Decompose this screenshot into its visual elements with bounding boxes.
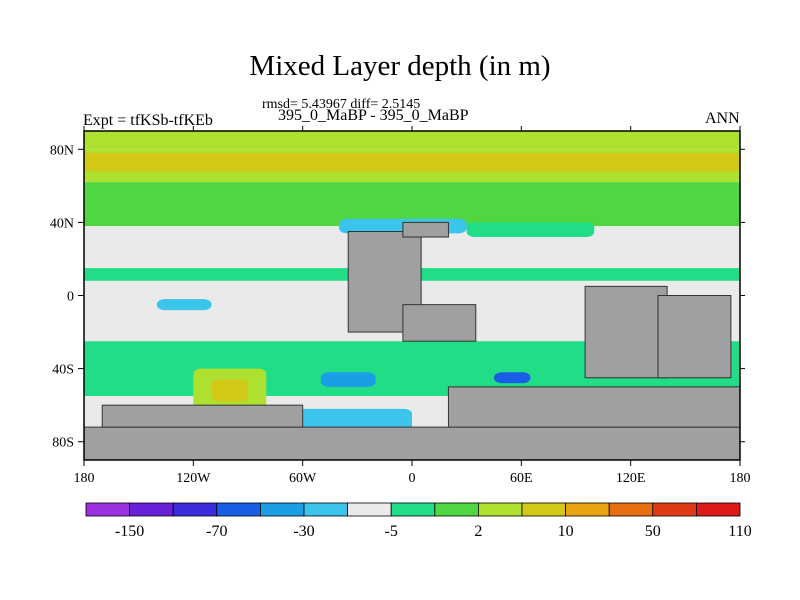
- colorbar-box-10: [521, 502, 566, 517]
- field-layer: [84, 131, 740, 460]
- blob-5: [320, 372, 376, 387]
- field-band-0: [84, 131, 740, 150]
- colorbar-label-6: 50: [645, 523, 661, 540]
- x-tick-label-0: 180: [74, 471, 95, 486]
- field-band-2: [84, 182, 740, 216]
- blob-6: [494, 372, 531, 384]
- land-17: [584, 285, 668, 379]
- blob-8: [211, 379, 248, 402]
- x-axis: 180 120W 60W 0 60E 120E 180: [74, 126, 751, 486]
- colorbar-label-1: -70: [206, 523, 227, 540]
- y-tick-label-1: 40S: [52, 363, 74, 378]
- colorbar-box-4: [259, 502, 305, 517]
- land-14: [447, 386, 740, 428]
- x-tick-label-3: 0: [409, 471, 416, 486]
- experiment-label: Expt = tfKSb-tfKEb: [83, 112, 213, 129]
- blob-4: [156, 299, 212, 311]
- colorbar-box-7: [390, 502, 436, 517]
- chart-stats: rmsd= 5.43967 diff= 2.5145: [262, 97, 421, 112]
- colorbar-box-1: [129, 502, 174, 517]
- colorbar-box-3: [216, 502, 261, 517]
- colorbar: -150 -70 -30 -5 2 10 50 110: [85, 502, 752, 540]
- colorbar-label-3: -5: [385, 523, 398, 540]
- colorbar-label-5: 10: [558, 523, 574, 540]
- colorbar-box-6: [347, 502, 392, 517]
- colorbar-box-5: [303, 502, 348, 517]
- chart-title: Mixed Layer depth (in m): [249, 50, 551, 82]
- colorbar-box-14: [696, 502, 741, 517]
- x-tick-label-5: 120E: [616, 471, 646, 486]
- x-tick-label-6: 180: [730, 471, 751, 486]
- chart-runs: 395_0_MaBP - 395_0_MaBP: [278, 107, 469, 124]
- land-18: [657, 295, 732, 379]
- colorbar-box-13: [652, 502, 697, 517]
- band-0: [84, 152, 740, 172]
- season-label: ANN: [705, 110, 740, 127]
- x-tick-label-1: 120W: [176, 471, 211, 486]
- y-tick-label-3: 40N: [50, 216, 74, 231]
- land-13: [402, 304, 477, 342]
- x-tick-label-4: 60E: [510, 471, 533, 486]
- y-tick-label-4: 80N: [50, 143, 74, 158]
- colorbar-box-11: [565, 502, 610, 517]
- y-tick-label-0: 80S: [52, 436, 74, 451]
- x-tick-label-2: 60W: [289, 471, 317, 486]
- colorbar-box-12: [608, 502, 654, 517]
- colorbar-box-8: [434, 502, 479, 517]
- colorbar-label-4: 2: [474, 523, 482, 540]
- land-15: [101, 404, 304, 428]
- land-11: [84, 426, 740, 460]
- y-axis: 80S 40S 0 40N 80N: [50, 143, 745, 451]
- colorbar-box-2: [172, 502, 218, 517]
- colorbar-box-9: [477, 502, 523, 517]
- colorbar-label-0: -150: [115, 523, 144, 540]
- colorbar-label-7: 110: [728, 523, 751, 540]
- land-16: [402, 221, 449, 238]
- y-tick-label-2: 0: [67, 290, 74, 305]
- colorbar-box-0: [85, 502, 130, 517]
- colorbar-label-2: -30: [293, 523, 314, 540]
- blob-3: [466, 222, 595, 238]
